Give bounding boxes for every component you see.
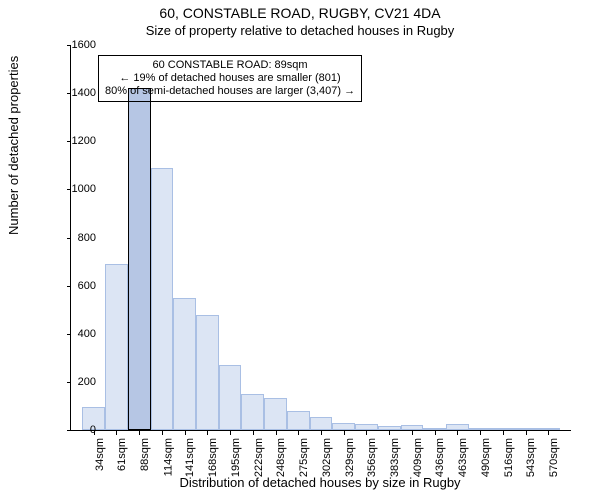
xtick-mark — [298, 431, 299, 435]
ytick-label: 1000 — [46, 183, 96, 195]
xtick-label: 61sqm — [116, 438, 128, 471]
bar — [310, 417, 333, 430]
xtick-label: 302sqm — [321, 438, 333, 477]
ytick-label: 1400 — [46, 87, 96, 99]
xtick-label: 222sqm — [253, 438, 265, 477]
xtick-label: 248sqm — [276, 438, 288, 477]
xtick-mark — [207, 431, 208, 435]
xtick-mark — [116, 431, 117, 435]
ytick-label: 600 — [46, 280, 96, 292]
xtick-mark — [435, 431, 436, 435]
xtick-mark — [503, 431, 504, 435]
xtick-label: 463sqm — [457, 438, 469, 477]
bar — [401, 425, 424, 430]
chart-title: 60, CONSTABLE ROAD, RUGBY, CV21 4DA — [0, 4, 600, 22]
bar-highlight — [128, 88, 151, 430]
xtick-mark — [276, 431, 277, 435]
xtick-mark — [162, 431, 163, 435]
ytick-label: 1200 — [46, 135, 96, 147]
xtick-label: 383sqm — [389, 438, 401, 477]
bar — [537, 428, 560, 430]
xtick-mark — [457, 431, 458, 435]
bar — [332, 423, 355, 430]
bar — [219, 365, 242, 430]
xtick-label: 570sqm — [548, 438, 560, 477]
chart-container: 60, CONSTABLE ROAD, RUGBY, CV21 4DA Size… — [0, 0, 600, 500]
xtick-mark — [366, 431, 367, 435]
xtick-label: 356sqm — [366, 438, 378, 477]
xtick-label: 516sqm — [503, 438, 515, 477]
bar — [264, 398, 287, 430]
bar — [514, 428, 537, 430]
annotation-line-3: 80% of semi-detached houses are larger (… — [105, 85, 355, 98]
xtick-mark — [389, 431, 390, 435]
annotation-line-1: 60 CONSTABLE ROAD: 89sqm — [105, 59, 355, 72]
xtick-label: 543sqm — [526, 438, 538, 477]
xtick-mark — [548, 431, 549, 435]
ytick-label: 1600 — [46, 39, 96, 51]
xtick-mark — [526, 431, 527, 435]
xtick-label: 88sqm — [139, 438, 151, 471]
bar — [469, 428, 492, 430]
ytick-label: 800 — [46, 232, 96, 244]
chart-subtitle: Size of property relative to detached ho… — [0, 22, 600, 39]
bar — [355, 424, 378, 430]
ytick-label: 200 — [46, 376, 96, 388]
xtick-label: 114sqm — [162, 438, 174, 476]
bar — [423, 428, 446, 430]
xtick-label: 409sqm — [412, 438, 424, 477]
bar — [173, 298, 196, 430]
xtick-label: 329sqm — [344, 438, 356, 477]
bar — [151, 168, 174, 430]
xtick-mark — [185, 431, 186, 435]
title-block: 60, CONSTABLE ROAD, RUGBY, CV21 4DA Size… — [0, 4, 600, 39]
xtick-mark — [412, 431, 413, 435]
xtick-label: 275sqm — [298, 438, 310, 477]
xtick-label: 436sqm — [435, 438, 447, 477]
bar — [105, 264, 128, 430]
annotation-line-2: ← 19% of detached houses are smaller (80… — [105, 72, 355, 85]
xtick-label: 168sqm — [207, 438, 219, 477]
annotation-box: 60 CONSTABLE ROAD: 89sqm ← 19% of detach… — [98, 55, 362, 102]
y-axis-label: Number of detached properties — [6, 56, 21, 235]
xtick-label: 490sqm — [480, 438, 492, 477]
ytick-label: 0 — [46, 424, 96, 436]
xtick-mark — [253, 431, 254, 435]
ytick-label: 400 — [46, 328, 96, 340]
bar — [491, 428, 514, 430]
x-axis-label: Distribution of detached houses by size … — [70, 475, 570, 490]
xtick-mark — [480, 431, 481, 435]
bar — [378, 426, 401, 430]
bar — [287, 411, 310, 430]
xtick-label: 141sqm — [185, 438, 197, 477]
plot-area: 34sqm61sqm88sqm114sqm141sqm168sqm195sqm2… — [70, 45, 571, 431]
xtick-mark — [344, 431, 345, 435]
bar — [446, 424, 469, 430]
xtick-label: 34sqm — [94, 438, 106, 471]
xtick-mark — [321, 431, 322, 435]
xtick-mark — [230, 431, 231, 435]
xtick-label: 195sqm — [230, 438, 242, 477]
bar — [196, 315, 219, 431]
bar — [241, 394, 264, 430]
xtick-mark — [139, 431, 140, 435]
